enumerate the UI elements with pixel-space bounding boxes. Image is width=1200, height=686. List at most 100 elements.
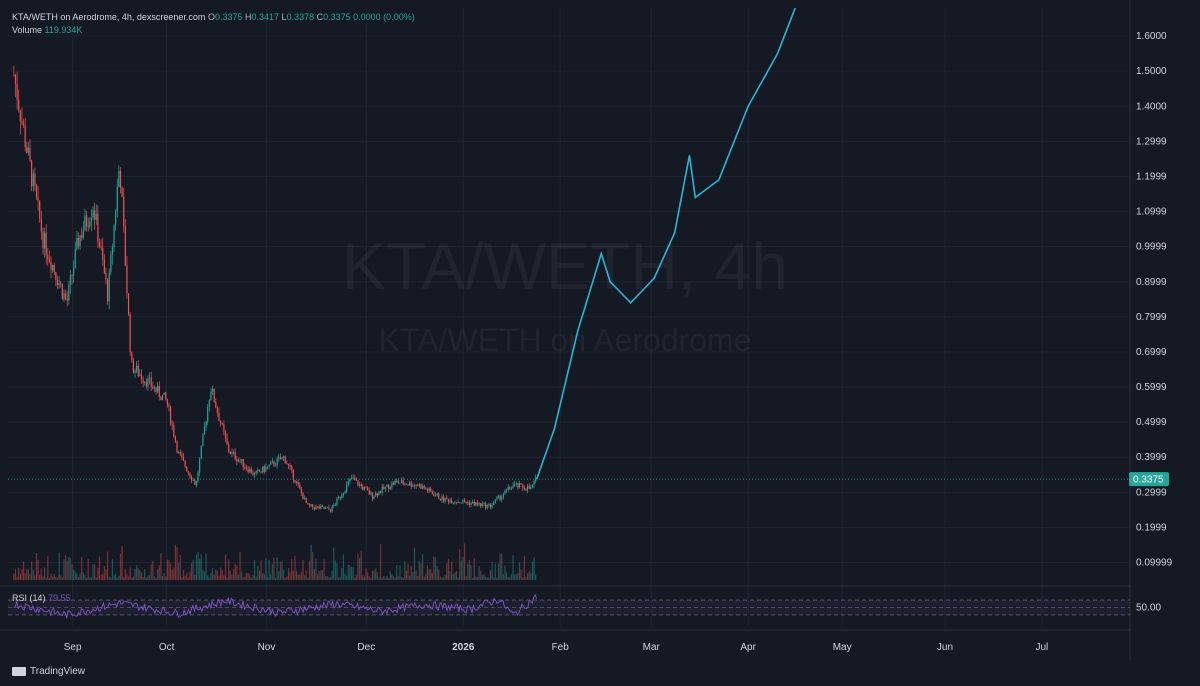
close-label: C (316, 12, 324, 22)
candle-body (145, 381, 147, 387)
candle-body (396, 480, 398, 482)
volume-bar (420, 563, 422, 580)
volume-bar (239, 551, 241, 580)
volume-bar (31, 561, 33, 580)
candle-body (381, 486, 383, 493)
candle-body (136, 365, 138, 371)
volume-bar (371, 570, 374, 580)
candle-body (386, 484, 388, 487)
volume-bar (116, 577, 118, 580)
candle-body (484, 502, 487, 509)
volume-bar (483, 574, 485, 580)
candle-body (258, 470, 261, 472)
candle-body (481, 503, 483, 507)
candle-body (55, 272, 57, 281)
volume-bar (115, 573, 117, 580)
volume-bar (421, 554, 424, 580)
y-tick-label: 1.2999 (1136, 136, 1167, 147)
volume-bar (342, 554, 345, 580)
candle-body (344, 491, 346, 494)
volume-bar (140, 572, 143, 580)
volume-bar (362, 575, 364, 580)
candle-body (176, 441, 178, 453)
volume-bar (284, 577, 286, 580)
candle-body (98, 241, 101, 247)
candle-body (499, 495, 501, 500)
candle-body (119, 171, 122, 189)
candle-body (79, 235, 81, 247)
volume-bar (155, 577, 157, 580)
volume-bar (40, 568, 42, 580)
candle-body (333, 505, 335, 507)
candle-body (475, 502, 477, 506)
volume-bar (207, 575, 209, 580)
candle-body (287, 464, 290, 466)
volume-bar (253, 560, 256, 580)
tradingview-logo[interactable]: TradingView (12, 666, 85, 677)
candle-body (249, 468, 251, 473)
candle-body (291, 466, 293, 470)
candle-body (407, 484, 409, 486)
candle-body (32, 173, 34, 187)
candle-body (148, 377, 151, 379)
volume-bar (480, 570, 482, 580)
candle-body (465, 502, 467, 503)
volume-bar (491, 561, 493, 580)
candle-body (110, 254, 112, 273)
volume-bar (326, 576, 328, 580)
candle-body (192, 480, 194, 482)
volume-bar (231, 574, 233, 580)
volume-bar (81, 557, 83, 580)
volume-bar (307, 577, 309, 580)
candle-body (250, 468, 252, 474)
candle-body (241, 459, 243, 462)
candle-body (63, 293, 65, 299)
volume-bar (375, 568, 377, 580)
candle-body (294, 479, 296, 483)
volume-bar (255, 576, 257, 580)
volume-bar (273, 557, 275, 580)
volume-bar (178, 563, 180, 580)
candle-body (108, 272, 110, 302)
candle-body (47, 255, 49, 260)
volume-bar (384, 577, 387, 580)
candle-body (208, 399, 210, 407)
volume-bar (111, 558, 114, 580)
volume-bar (297, 574, 299, 580)
candle-body (283, 456, 285, 458)
candle-body (281, 457, 283, 460)
volume-bar (228, 559, 230, 580)
candle-body (27, 147, 30, 153)
volume-bar (493, 577, 495, 580)
symbol-label[interactable]: KTA/WETH on Aerodrome, 4h, dexscreener.c… (12, 12, 206, 22)
volume-bar (446, 563, 448, 580)
open-label: O (207, 12, 215, 22)
volume-bar (221, 569, 223, 580)
volume-bar (509, 577, 511, 580)
candle-body (483, 502, 485, 504)
volume-bar (331, 570, 333, 580)
volume-bar (89, 577, 91, 580)
candle-body (502, 494, 504, 497)
candle-body (354, 477, 356, 480)
candle-body (530, 487, 532, 489)
rsi-legend[interactable]: RSI (14) 79.55 (12, 593, 71, 603)
candle-body (514, 483, 516, 486)
tradingview-icon (12, 667, 26, 676)
volume-bar (409, 575, 411, 580)
candle-body (203, 426, 206, 435)
volume-bar (134, 568, 136, 580)
volume-bar (210, 572, 212, 580)
candle-body (265, 466, 267, 472)
volume-bar (179, 554, 181, 580)
volume-bar (199, 558, 201, 580)
volume-bar (415, 570, 417, 580)
volume-bar (365, 568, 367, 580)
volume-label[interactable]: Volume (12, 25, 43, 35)
volume-bar (223, 575, 225, 580)
volume-bar (52, 576, 54, 580)
candle-body (489, 504, 492, 508)
volume-bar (21, 569, 23, 580)
candle-body (428, 488, 430, 492)
